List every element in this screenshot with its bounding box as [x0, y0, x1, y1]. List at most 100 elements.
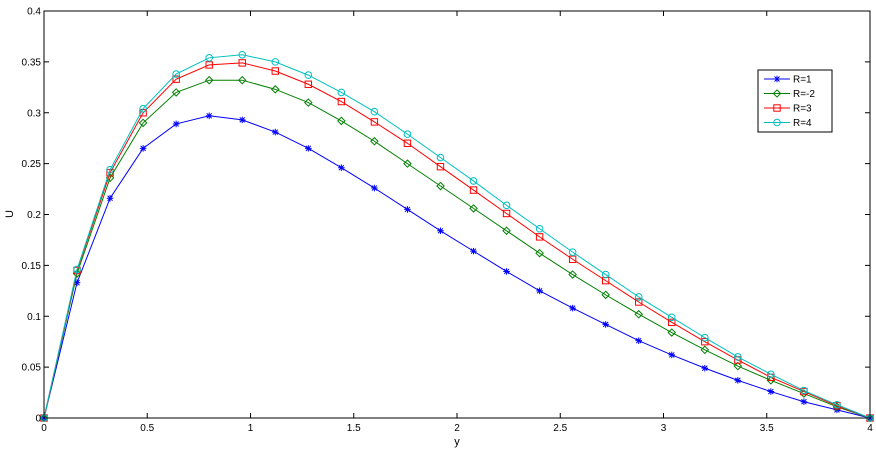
- data-point: [602, 321, 609, 328]
- data-point: [370, 107, 379, 116]
- data-point: [370, 136, 379, 146]
- data-point: [601, 270, 610, 279]
- data-point: [667, 328, 677, 337]
- x-tick-label: 0: [41, 423, 47, 434]
- data-point: [238, 59, 246, 67]
- data-point: [436, 181, 445, 191]
- data-point: [701, 364, 709, 372]
- data-point: [535, 233, 544, 241]
- data-point: [502, 209, 511, 218]
- data-point: [205, 54, 213, 62]
- data-point: [503, 268, 510, 275]
- legend-label: R=3: [793, 104, 812, 115]
- data-point: [634, 309, 644, 319]
- data-point: [305, 145, 312, 152]
- data-point: [437, 227, 444, 235]
- data-point: [469, 177, 478, 185]
- y-tick-label: 0: [35, 414, 41, 425]
- x-tick-label: 3.5: [760, 423, 774, 434]
- data-point: [767, 370, 775, 379]
- data-point: [800, 398, 808, 406]
- data-point: [568, 248, 577, 256]
- data-point: [304, 80, 313, 88]
- series-line: [43, 62, 871, 419]
- data-point: [370, 118, 379, 126]
- y-axis-label: U: [4, 210, 16, 218]
- data-point: [470, 247, 477, 255]
- data-point: [766, 376, 776, 385]
- data-point: [403, 159, 412, 168]
- series-r-1: [40, 112, 874, 422]
- data-point: [701, 337, 709, 346]
- y-tick-label: 0.05: [22, 363, 42, 374]
- data-point: [270, 85, 280, 94]
- data-point: [337, 97, 346, 106]
- data-point: [601, 290, 610, 300]
- data-point: [667, 313, 676, 322]
- data-point: [569, 304, 576, 312]
- data-point: [403, 130, 412, 138]
- data-point: [73, 279, 81, 286]
- data-point: [502, 201, 511, 210]
- y-tick-label: 0.35: [22, 57, 42, 68]
- legend-label: R=4: [793, 118, 812, 129]
- data-point: [404, 206, 411, 213]
- data-point: [271, 128, 279, 136]
- data-point: [833, 400, 841, 409]
- legend-marker: [773, 104, 781, 112]
- data-point: [700, 345, 710, 355]
- data-point: [337, 88, 346, 97]
- ticks-layer: 0 0.5 1 1.5 2 2.5 3 3.5 4 0 0.05 0.1 0.15 0.2 0.25 0.3 0…: [22, 7, 874, 435]
- data-point: [635, 298, 643, 306]
- data-point: [469, 186, 478, 194]
- data-point: [237, 75, 247, 85]
- data-point: [304, 71, 313, 79]
- data-point: [734, 353, 742, 361]
- data-point: [172, 70, 180, 78]
- data-point: [73, 265, 81, 274]
- x-axis-label: y: [454, 436, 460, 448]
- legend-item: R=-2: [764, 89, 815, 100]
- data-point: [436, 162, 445, 171]
- data-point: [701, 333, 709, 342]
- data-point: [668, 351, 676, 359]
- series-line: [43, 54, 871, 419]
- data-point: [238, 116, 246, 124]
- data-point: [171, 88, 181, 97]
- data-point: [204, 75, 214, 85]
- legend-marker: [772, 89, 782, 98]
- data-point: [767, 388, 775, 395]
- legend-marker: [773, 75, 781, 83]
- legend-item: R=3: [764, 104, 812, 115]
- data-point: [403, 139, 412, 147]
- data-point: [436, 153, 445, 162]
- x-tick-label: 3: [661, 423, 667, 434]
- legend-item: R=4: [764, 118, 812, 129]
- series-line: [43, 79, 871, 419]
- legend-box: [757, 69, 833, 133]
- data-point: [106, 165, 114, 174]
- data-point: [205, 112, 213, 120]
- data-point: [304, 98, 313, 107]
- x-tick-label: 0.5: [140, 423, 154, 434]
- data-point: [536, 287, 543, 295]
- data-point: [371, 184, 378, 192]
- y-tick-label: 0.25: [22, 159, 42, 170]
- data-point: [172, 75, 180, 83]
- data-point: [668, 318, 676, 327]
- plot-background: [44, 11, 870, 418]
- x-tick-label: 1: [248, 423, 254, 434]
- x-tick-label: 2.5: [553, 423, 567, 434]
- data-point: [502, 226, 511, 236]
- y-tick-label: 0.4: [27, 7, 41, 18]
- y-tick-label: 0.3: [27, 108, 41, 119]
- data-point: [634, 293, 643, 301]
- data-point: [238, 50, 247, 59]
- data-point: [271, 58, 280, 66]
- legend-item: R=1: [764, 75, 812, 86]
- data-point: [139, 104, 147, 113]
- series-line: [43, 115, 871, 419]
- series-r-4: [40, 50, 874, 422]
- data-point: [106, 194, 114, 202]
- legend-marker: [773, 118, 781, 127]
